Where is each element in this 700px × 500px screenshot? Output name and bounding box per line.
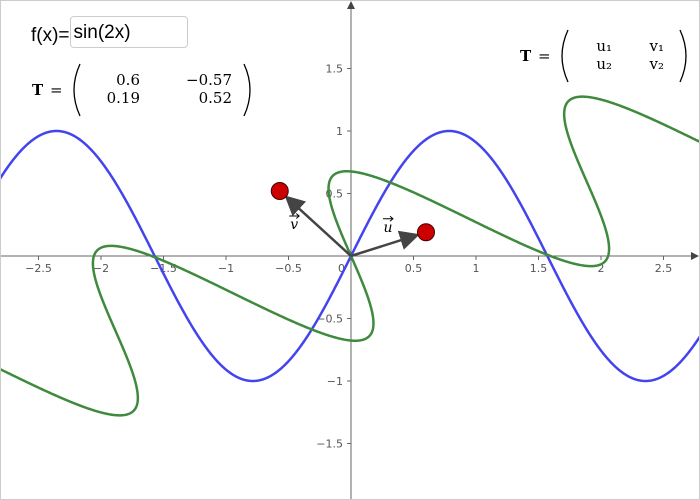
vector-accent [289,213,300,219]
vector [284,195,352,257]
x-tick-label: −1.5 [150,262,177,275]
x-tick-label: −2 [93,262,109,275]
y-tick-label: −0.5 [316,313,343,326]
vector-accent [383,215,394,222]
x-tick-label: 2.5 [655,262,673,275]
vector-label: v [290,217,298,233]
matrix-entry: 0.52 [199,89,232,107]
matrix-symbol: T [32,81,44,99]
origin-label: 0 [338,262,345,275]
paren [561,29,569,83]
matrix: T = 0.6 −0.57 0.19 0.52 [32,63,251,117]
matrix: T = u₁ v₁ u₂ v₂ [520,29,687,83]
vector-point [270,182,289,200]
paren [243,63,251,117]
x-tick-label: 0.5 [405,262,423,275]
paren [73,63,81,117]
y-tick-label: 1.5 [326,63,344,76]
vector-label: u [383,220,392,236]
vector-point [417,223,435,242]
matrix-entry: 0.19 [107,89,140,107]
matrix-symbol: T [520,47,532,65]
matrix-entry: v₂ [649,55,665,73]
matrix-entry: v₁ [649,37,665,55]
input-bar: f(x)= sin(2x) [31,16,188,48]
paren [679,29,687,83]
x-tick-label: 1.5 [530,262,548,275]
matrix-relation: = [538,47,551,65]
matrix-entry: −0.57 [186,71,232,89]
x-tick-label: −0.5 [275,262,302,275]
matrix-relation: = [50,81,63,99]
vector [350,230,420,258]
x-tick-label: 2 [598,262,605,275]
y-tick-label: −1.5 [316,438,343,451]
input-box[interactable]: sin(2x) [69,16,188,48]
matrix-entry: 0.6 [116,71,140,89]
y-tick-label: 1 [336,125,343,138]
y-tick-label: −1 [327,375,343,388]
x-tick-label: −2.5 [25,262,52,275]
x-tick-label: −1 [218,262,234,275]
matrix-entry: u₁ [596,37,612,55]
x-tick-label: 1 [473,262,480,275]
matrix-entry: u₂ [596,55,612,73]
input-label: f(x)= [31,25,70,47]
